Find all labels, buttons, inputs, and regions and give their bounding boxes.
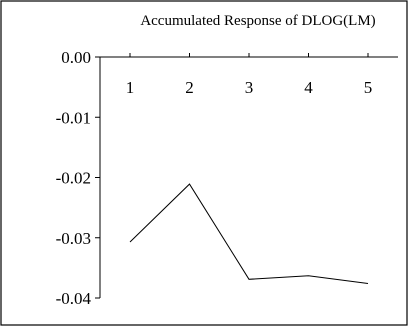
y-tick-label: -0.02: [56, 169, 91, 188]
y-tick-label: -0.04: [56, 289, 92, 308]
chart-title: Accumulated Response of DLOG(LM): [140, 13, 375, 29]
x-tick-label: 1: [126, 78, 135, 97]
series-line: [129, 183, 369, 284]
x-tick-label: 5: [364, 78, 373, 97]
x-tick-label: 2: [185, 78, 194, 97]
x-tick-label: 3: [245, 78, 254, 97]
y-tick-label: -0.03: [56, 229, 91, 248]
y-axis-ticks: 0.00 -0.01 -0.02 -0.03 -0.04: [56, 48, 100, 308]
y-tick-label: 0.00: [61, 48, 91, 67]
x-tick-label: 4: [304, 78, 313, 97]
x-axis-ticks: 1 2 3 4 5: [126, 53, 373, 97]
y-tick-label: -0.01: [56, 108, 91, 127]
